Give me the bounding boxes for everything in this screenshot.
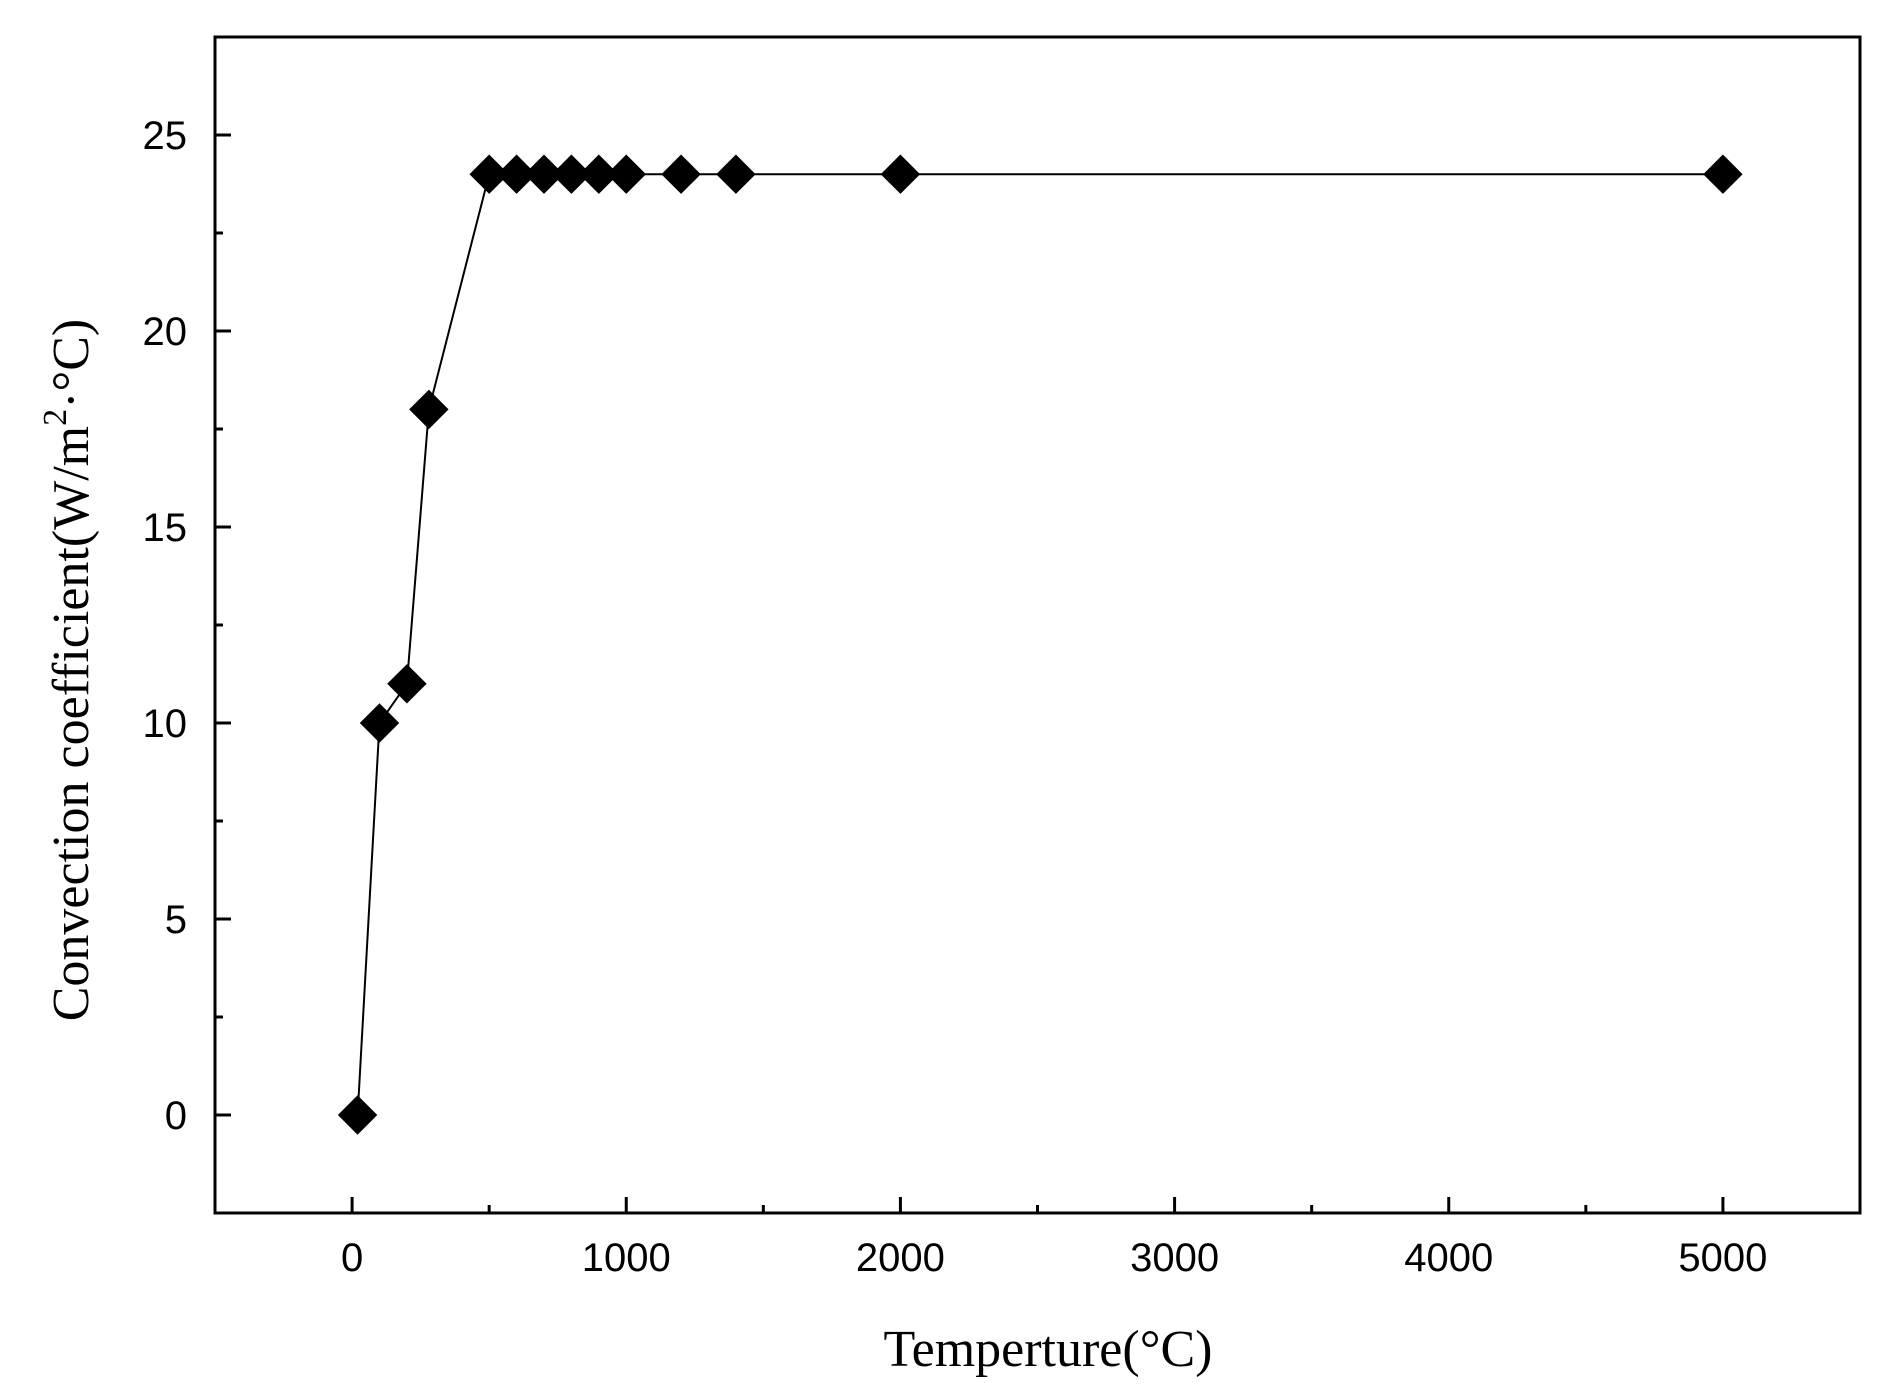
x-tick-label: 1000 bbox=[582, 1236, 671, 1280]
plot-frame bbox=[213, 35, 1862, 1215]
data-point-marker bbox=[716, 154, 756, 194]
data-point-marker bbox=[579, 154, 619, 194]
data-point-marker bbox=[551, 154, 592, 194]
data-point-marker bbox=[1703, 154, 1743, 194]
data-point-marker bbox=[359, 703, 400, 743]
series-line bbox=[356, 173, 1723, 1116]
y-axis-title-prefix: Convection coefficient(W/m bbox=[43, 426, 100, 1021]
x-tick-label: 2000 bbox=[856, 1236, 945, 1280]
data-point-marker bbox=[880, 154, 921, 194]
y-axis-title-superscript: 2 bbox=[37, 409, 74, 426]
data-point-marker bbox=[409, 389, 449, 430]
y-tick-label: 10 bbox=[143, 702, 188, 746]
x-tick-label: 5000 bbox=[1678, 1236, 1767, 1280]
y-tick-label: 5 bbox=[165, 898, 187, 942]
data-point-marker bbox=[606, 154, 646, 194]
data-point-marker bbox=[337, 1095, 378, 1135]
data-point-marker bbox=[661, 154, 701, 194]
axis-ticks bbox=[213, 35, 1862, 1215]
data-point-marker bbox=[524, 154, 564, 194]
x-tick-label: 3000 bbox=[1130, 1236, 1219, 1280]
x-axis-title: Temperture(°C) bbox=[883, 1321, 1212, 1378]
y-tick-label: 15 bbox=[143, 506, 188, 550]
y-tick-label: 0 bbox=[165, 1094, 187, 1138]
y-axis-title-suffix: ·°C) bbox=[43, 319, 100, 409]
data-point-marker bbox=[387, 664, 427, 704]
x-tick-label: 4000 bbox=[1404, 1236, 1493, 1280]
data-markers bbox=[337, 154, 1743, 1135]
y-tick-label: 20 bbox=[143, 310, 188, 354]
y-axis-title: Convection coefficient(W/m2·°C) bbox=[37, 319, 100, 1022]
tick-labels: 0 1000 2000 3000 4000 5000 0 5 10 15 20 25 bbox=[143, 114, 1768, 1280]
data-point-marker bbox=[496, 154, 537, 194]
plot-area bbox=[213, 35, 1862, 1215]
y-tick-label: 25 bbox=[143, 114, 188, 158]
x-tick-label: 0 bbox=[341, 1236, 363, 1280]
data-point-marker bbox=[469, 154, 509, 194]
